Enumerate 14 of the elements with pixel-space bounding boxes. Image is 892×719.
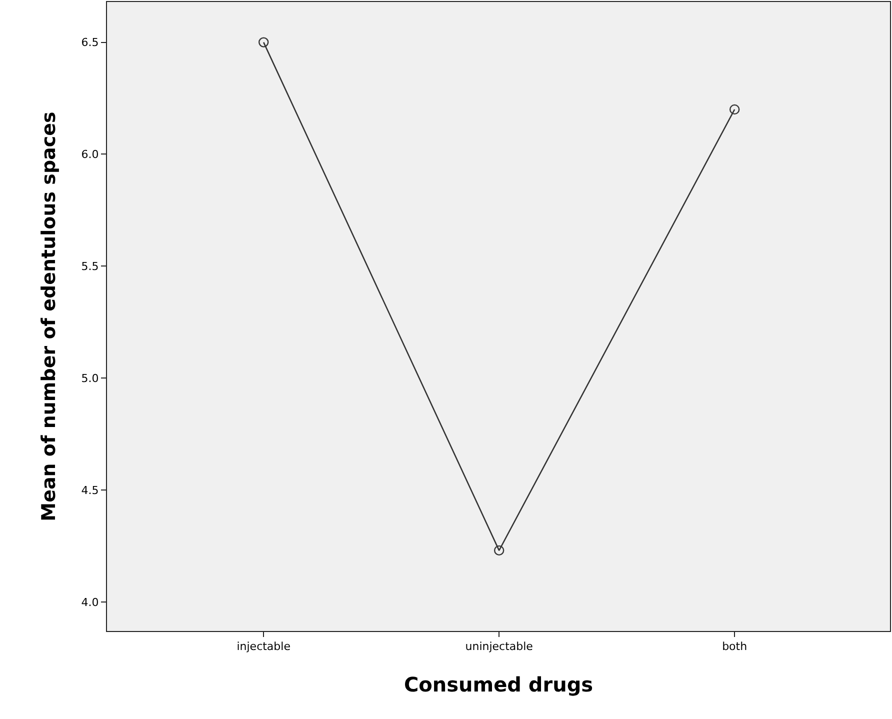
x-axis-title: Consumed drugs [404, 672, 594, 697]
x-tick-label: injectable [236, 640, 291, 654]
y-axis-title: Mean of number of edentulous spaces [38, 112, 60, 522]
point [258, 37, 269, 48]
point [729, 104, 740, 115]
y-tick-label: 6.0 [81, 148, 99, 162]
y-tick-label: 6.5 [81, 36, 99, 50]
x-tick-label: both [722, 640, 748, 654]
x-tick-label: uninjectable [465, 640, 534, 654]
y-tick-label: 5.5 [81, 260, 99, 273]
y-tick-label: 5.0 [81, 372, 99, 385]
y-tick-label: 4.0 [81, 596, 99, 609]
point [494, 545, 504, 556]
y-tick-label: 4.5 [81, 484, 99, 497]
